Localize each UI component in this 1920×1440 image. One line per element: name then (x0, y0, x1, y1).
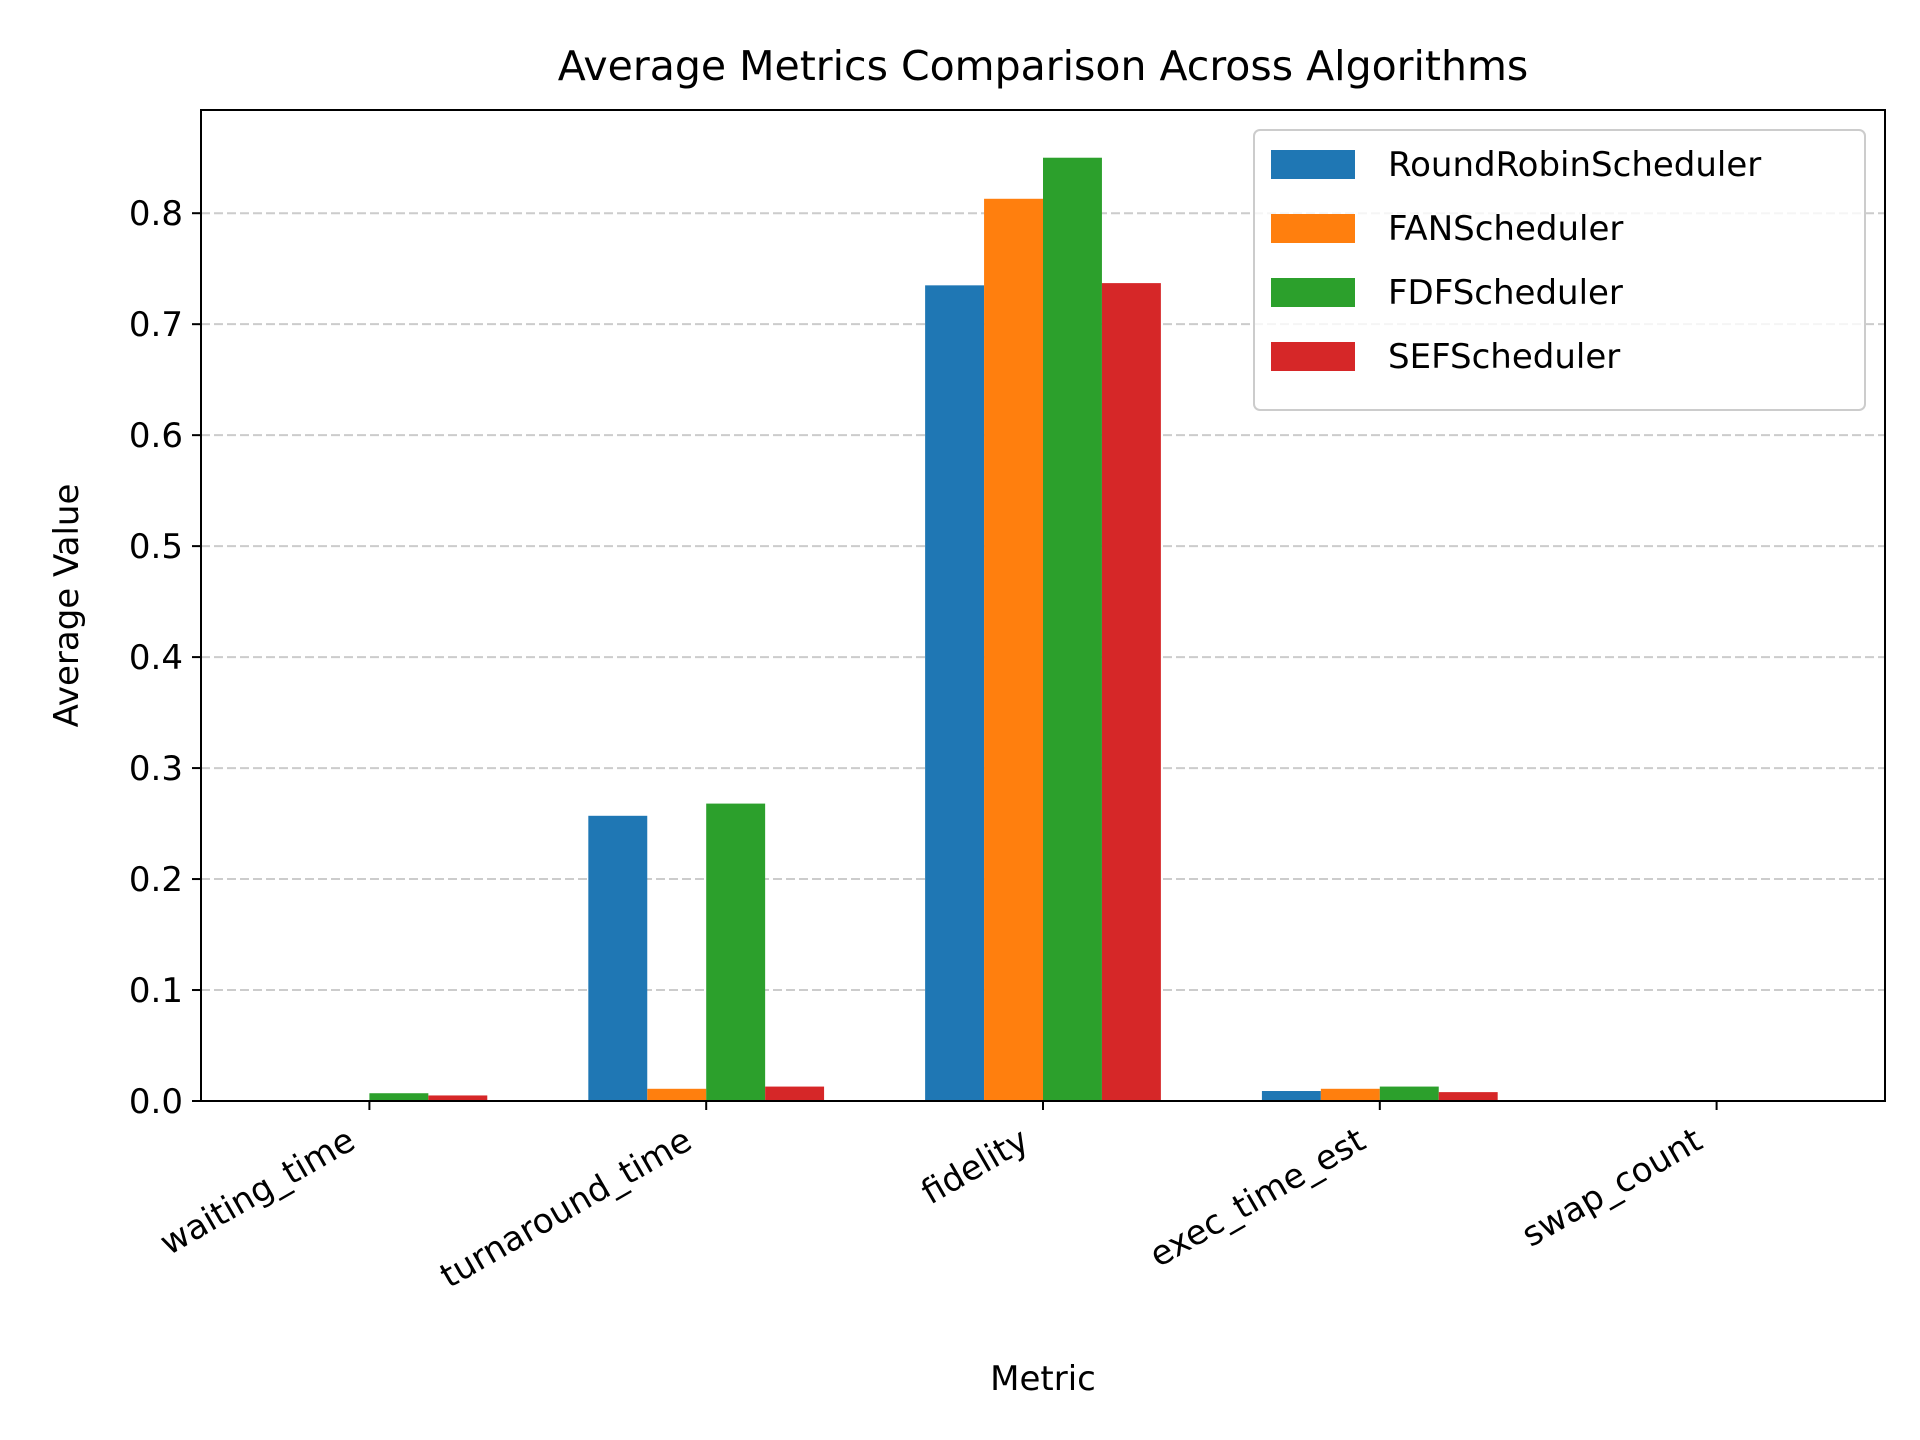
y-tick-label: 0.3 (129, 749, 183, 789)
bar (1438, 1092, 1498, 1101)
bar (1379, 1086, 1439, 1101)
chart-title: Average Metrics Comparison Across Algori… (558, 42, 1529, 90)
y-tick-label: 0.7 (129, 305, 183, 345)
y-tick-label: 0.5 (129, 527, 183, 567)
bar (984, 198, 1043, 1101)
y-tick-label: 0.6 (129, 416, 183, 456)
legend-label: FDFScheduler (1388, 273, 1623, 313)
legend-swatch (1271, 214, 1355, 243)
legend-swatch (1271, 278, 1355, 307)
y-tick-label: 0.8 (129, 194, 183, 234)
bar (1261, 1091, 1321, 1101)
bar (647, 1088, 707, 1101)
legend-label: FANScheduler (1388, 209, 1623, 249)
y-tick-label: 0.0 (129, 1082, 183, 1122)
bars (369, 157, 1498, 1101)
bar (428, 1095, 488, 1101)
legend-swatch (1271, 150, 1355, 179)
bar (1043, 157, 1102, 1101)
bar (706, 803, 766, 1101)
bar (765, 1086, 825, 1101)
legend-frame (1253, 129, 1866, 411)
legend: RoundRobinScheduler FANScheduler FDFSchedu… (1253, 129, 1866, 411)
y-tick-label: 0.4 (129, 638, 183, 678)
bar (925, 285, 985, 1101)
x-axis-title: Metric (990, 1359, 1096, 1399)
y-tick-label: 0.2 (129, 860, 183, 900)
bar (1101, 283, 1161, 1101)
bar (588, 815, 648, 1101)
legend-label: SEFScheduler (1388, 337, 1620, 377)
bar (1320, 1088, 1380, 1101)
gridlines (201, 212, 1885, 992)
legend-label: RoundRobinScheduler (1388, 145, 1761, 185)
legend-swatch (1271, 342, 1355, 371)
y-tick-label: 0.1 (129, 971, 183, 1011)
bar (369, 1093, 429, 1101)
y-axis-title: Average Value (47, 484, 87, 728)
